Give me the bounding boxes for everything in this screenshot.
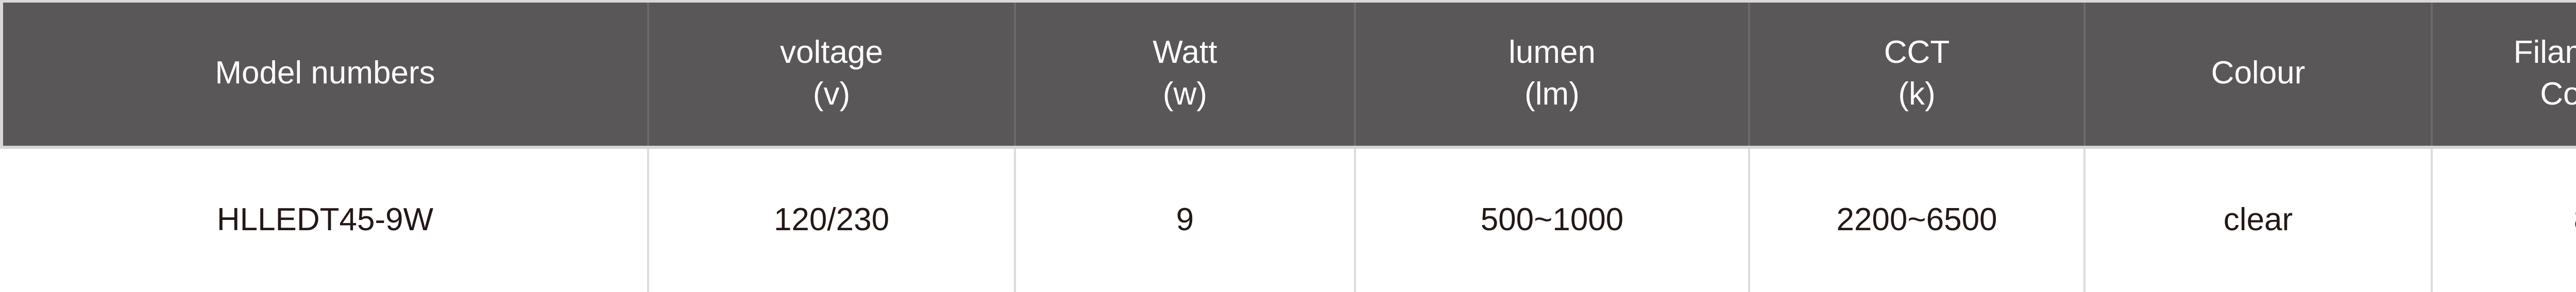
column-header-cct-line1: CCT (1884, 35, 1950, 71)
column-header-model-numbers: Model numbers (0, 0, 649, 147)
column-header-voltage: voltage (v) (648, 0, 1016, 147)
table-header: Model numbers voltage (v) Watt (w) lumen… (0, 0, 2576, 147)
column-header-filaments-count-line1: Filaments (2513, 35, 2576, 71)
column-header-colour: Colour (2084, 0, 2433, 147)
column-header-voltage-line2: (v) (812, 76, 851, 112)
column-header-model-numbers-line1: Model numbers (215, 55, 435, 91)
column-header-watt: Watt (w) (1015, 0, 1356, 147)
cell-watt: 9 (1015, 145, 1356, 292)
column-header-filaments-count-line2: Count (2540, 76, 2576, 112)
column-header-lumen-line2: (lm) (1524, 76, 1580, 112)
table-row: HLLEDT45-9W 120/230 9 500~1000 2200~6500… (0, 145, 2576, 292)
cell-lumen: 500~1000 (1355, 145, 1750, 292)
column-header-lumen-line1: lumen (1509, 35, 1596, 71)
cell-filaments-count: 8 (2432, 145, 2576, 292)
table-header-row: Model numbers voltage (v) Watt (w) lumen… (0, 0, 2576, 147)
column-header-cct: CCT (k) (1749, 0, 2086, 147)
cell-voltage: 120/230 (648, 145, 1016, 292)
column-header-cct-line2: (k) (1898, 76, 1936, 112)
column-header-lumen: lumen (lm) (1355, 0, 1750, 147)
cell-cct: 2200~6500 (1749, 145, 2086, 292)
column-header-voltage-line1: voltage (780, 35, 883, 71)
cell-model-numbers: HLLEDT45-9W (0, 145, 649, 292)
cell-colour: clear (2084, 145, 2433, 292)
column-header-filaments-count: Filaments Count (2432, 0, 2576, 147)
column-header-watt-line1: Watt (1153, 35, 1217, 71)
table-body: HLLEDT45-9W 120/230 9 500~1000 2200~6500… (0, 145, 2576, 292)
column-header-colour-line1: Colour (2211, 55, 2306, 91)
column-header-watt-line2: (w) (1162, 76, 1208, 112)
